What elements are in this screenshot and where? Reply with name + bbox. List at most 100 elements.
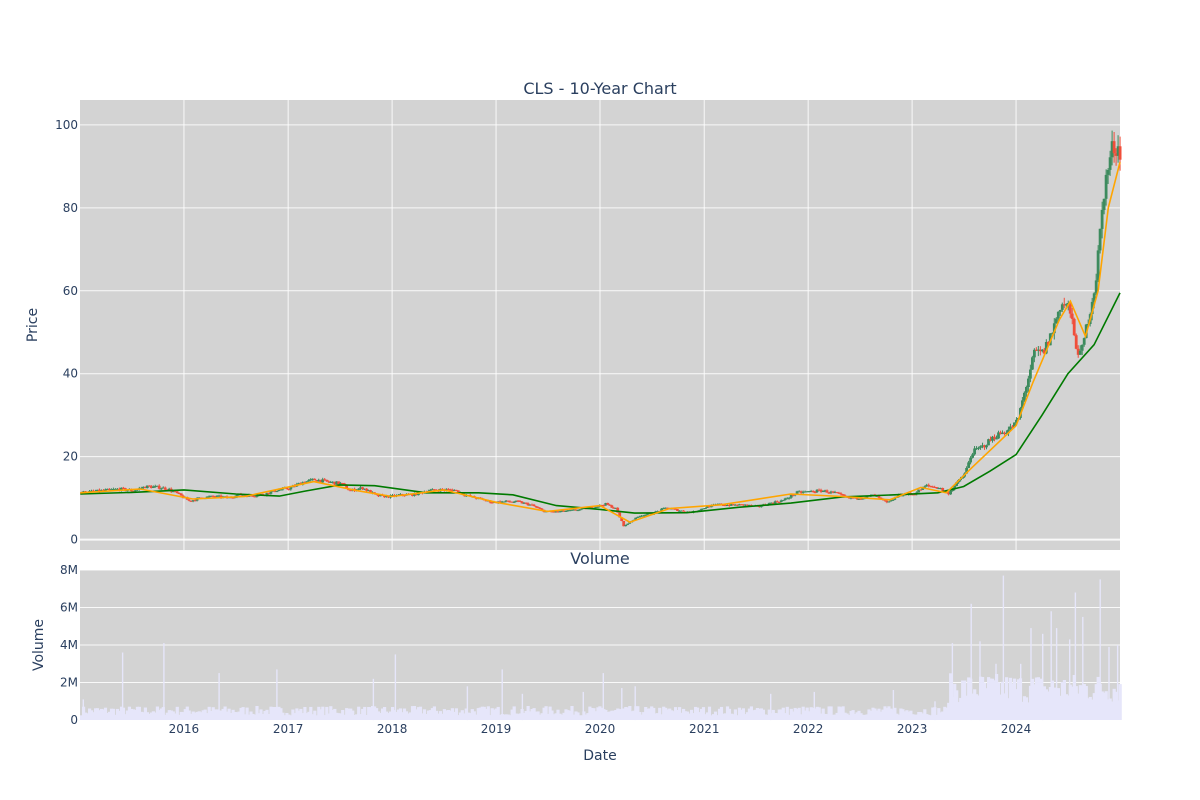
candle-down bbox=[919, 489, 923, 491]
volume-bar bbox=[622, 708, 626, 720]
volume-bar bbox=[410, 706, 415, 720]
volume-bar bbox=[157, 710, 161, 720]
volume-bar bbox=[247, 714, 251, 720]
volume-bar bbox=[660, 714, 664, 720]
volume-bar bbox=[335, 712, 339, 720]
volume-bar bbox=[259, 709, 263, 720]
volume-bar bbox=[893, 707, 897, 720]
candle-down bbox=[177, 493, 181, 494]
volume-bar bbox=[839, 707, 843, 720]
volume-bar bbox=[739, 709, 743, 720]
candle-up bbox=[385, 495, 388, 498]
volume-bar bbox=[440, 713, 444, 720]
candle-down bbox=[520, 501, 524, 504]
volume-spike-bar bbox=[1082, 616, 1084, 720]
candle-up bbox=[624, 524, 628, 527]
volume-bar bbox=[137, 706, 141, 720]
volume-bar bbox=[797, 707, 801, 720]
volume-spike-bar bbox=[394, 654, 397, 720]
volume-bar bbox=[731, 714, 736, 720]
volume-bar bbox=[1014, 689, 1019, 720]
candle-up bbox=[329, 482, 333, 483]
candle-up bbox=[997, 432, 1000, 439]
volume-bar bbox=[1048, 687, 1052, 720]
candle-up bbox=[656, 511, 659, 512]
candle-up bbox=[1064, 304, 1068, 306]
long-moving-average-line bbox=[80, 292, 1121, 514]
volume-bar bbox=[1050, 680, 1054, 720]
volume-bar bbox=[237, 711, 241, 720]
candle-down bbox=[739, 504, 743, 506]
volume-spike-bar bbox=[602, 673, 604, 720]
candle-up bbox=[730, 504, 733, 506]
candle-up bbox=[1102, 198, 1106, 210]
volume-bar bbox=[418, 706, 423, 720]
candle-down bbox=[827, 492, 831, 494]
volume-spike-bar bbox=[1116, 645, 1119, 720]
volume-bar bbox=[277, 706, 281, 720]
candle-up bbox=[504, 500, 508, 502]
volume-bar bbox=[357, 706, 361, 720]
candle-down bbox=[817, 489, 821, 491]
volume-spike-bar bbox=[1069, 639, 1071, 720]
volume-bar bbox=[1078, 685, 1082, 720]
volume-bar bbox=[907, 711, 911, 720]
candle-up bbox=[604, 503, 608, 506]
volume-spike-bar bbox=[1042, 633, 1044, 721]
candle-up bbox=[759, 506, 763, 508]
volume-bar bbox=[1094, 684, 1098, 720]
volume-bar bbox=[1006, 698, 1011, 720]
date-axis-label: Date bbox=[583, 748, 616, 764]
candle-up bbox=[578, 509, 582, 511]
candle-up bbox=[889, 500, 893, 502]
volume-bar bbox=[977, 695, 981, 720]
volume-bar bbox=[488, 715, 492, 720]
volume-bar bbox=[636, 706, 640, 720]
volume-bar bbox=[1106, 699, 1110, 720]
candle-up bbox=[297, 483, 301, 485]
volume-bar bbox=[97, 710, 102, 720]
candle-up bbox=[614, 507, 618, 509]
volume-bar bbox=[528, 711, 532, 720]
volume-bar bbox=[865, 714, 869, 720]
candle-down bbox=[450, 489, 454, 491]
candle-up bbox=[367, 490, 370, 492]
candle-up bbox=[1031, 357, 1034, 370]
volume-bar bbox=[235, 712, 239, 720]
volume-bar bbox=[1003, 693, 1007, 720]
candle-down bbox=[877, 495, 881, 498]
volume-bar bbox=[913, 714, 917, 720]
volume-bar bbox=[889, 708, 893, 720]
volume-bar bbox=[1036, 677, 1040, 720]
volume-bar bbox=[859, 713, 863, 720]
candle-down bbox=[813, 492, 817, 494]
volume-bar bbox=[167, 710, 171, 720]
candle-down bbox=[175, 491, 179, 493]
volume-bar bbox=[753, 709, 757, 720]
volume-bar bbox=[735, 715, 739, 720]
candle-down bbox=[612, 507, 616, 509]
candle-down bbox=[606, 503, 610, 505]
candle-up bbox=[391, 495, 394, 496]
candle-down bbox=[550, 511, 554, 513]
volume-bar bbox=[327, 713, 331, 720]
price-tick-label: 0 bbox=[70, 533, 78, 547]
volume-bar bbox=[618, 709, 622, 720]
volume-bar bbox=[711, 714, 716, 720]
candle-down bbox=[506, 500, 510, 502]
volume-bar bbox=[1070, 686, 1074, 720]
candle-down bbox=[851, 497, 855, 499]
volume-bar bbox=[1012, 678, 1017, 720]
volume-bar bbox=[105, 713, 110, 720]
volume-bar bbox=[241, 707, 245, 720]
volume-bar bbox=[383, 707, 387, 720]
volume-bar bbox=[387, 713, 391, 720]
volume-bar bbox=[961, 680, 965, 720]
volume-bar bbox=[867, 709, 871, 720]
volume-bar bbox=[468, 713, 472, 720]
candle-up bbox=[566, 510, 570, 512]
volume-bar bbox=[201, 710, 205, 720]
date-tick-label: 2022 bbox=[793, 722, 824, 736]
volume-bar bbox=[773, 713, 777, 720]
date-tick-label: 2020 bbox=[585, 722, 616, 736]
